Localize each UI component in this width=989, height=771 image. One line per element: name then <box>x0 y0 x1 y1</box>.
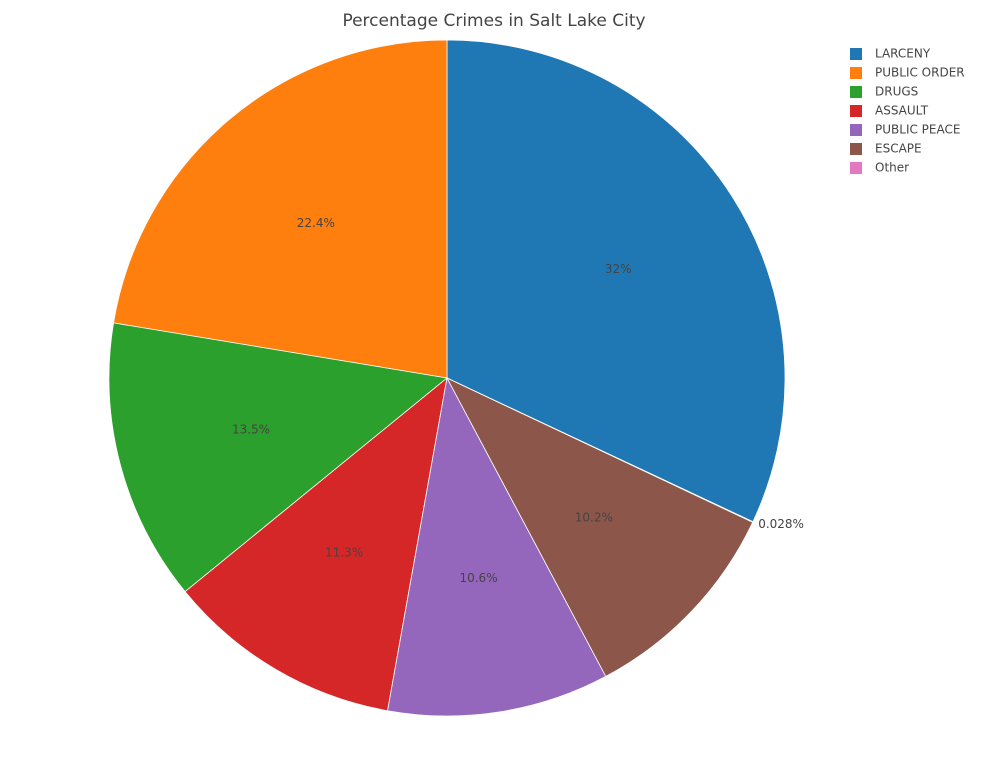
slice-label: 10.6% <box>459 571 497 585</box>
legend-swatch <box>850 86 862 98</box>
pie-slice <box>446 377 754 677</box>
legend-swatch <box>850 48 862 60</box>
legend-label: ASSAULT <box>875 104 929 118</box>
slice-label: 32% <box>605 262 632 276</box>
legend-label: PUBLIC PEACE <box>875 123 960 137</box>
legend-swatch <box>850 105 862 117</box>
legend-swatch <box>850 124 862 136</box>
slice-label: 22.4% <box>297 216 335 230</box>
pie-slice <box>184 377 448 712</box>
slice-label: 0.028% <box>758 517 804 531</box>
legend-swatch <box>850 67 862 79</box>
legend-label: LARCENY <box>875 47 931 61</box>
legend-label: DRUGS <box>875 85 918 99</box>
pie-slice <box>446 39 786 523</box>
chart-title: Percentage Crimes in Salt Lake City <box>342 11 645 31</box>
slice-label: 11.3% <box>325 545 363 559</box>
pie-slice <box>387 376 607 717</box>
slice-label: 10.2% <box>575 510 613 524</box>
legend-swatch <box>850 162 862 174</box>
legend-label: Other <box>875 161 909 175</box>
legend-label: ESCAPE <box>875 142 922 156</box>
pie-slice <box>113 39 448 379</box>
pie-slice <box>108 322 448 593</box>
pie-slice <box>446 377 754 523</box>
legend-label: PUBLIC ORDER <box>875 66 965 80</box>
legend-swatch <box>850 143 862 155</box>
slice-label: 13.5% <box>232 423 270 437</box>
